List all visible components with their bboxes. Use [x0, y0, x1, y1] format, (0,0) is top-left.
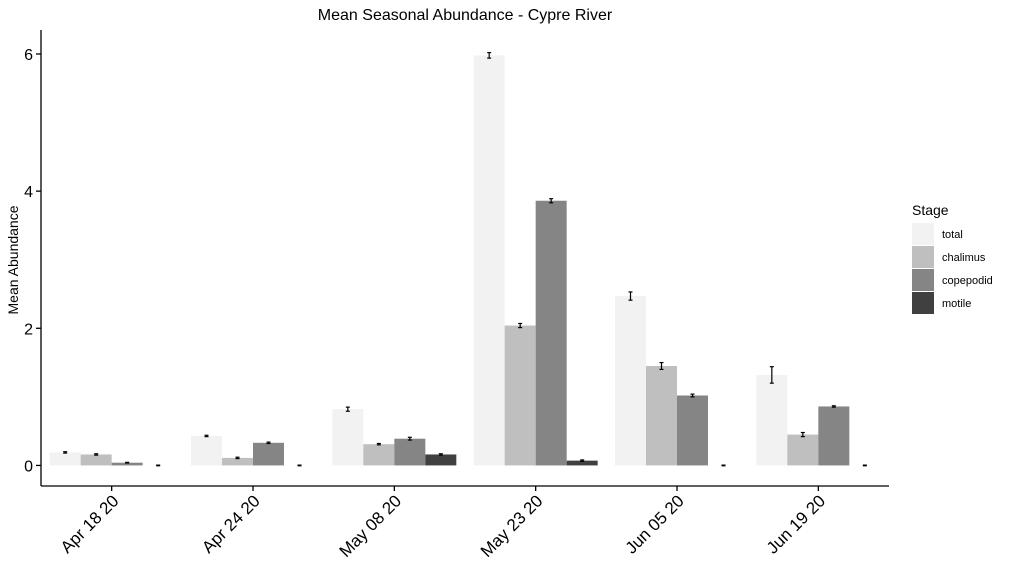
bar-total [615, 296, 646, 466]
error-bar [156, 464, 161, 467]
chart-title: Mean Seasonal Abundance - Cypre River [318, 7, 613, 24]
error-bar [800, 431, 805, 438]
error-bar [690, 393, 695, 398]
bar-total [49, 452, 81, 466]
y-ticks: 0 2 4 6 [24, 47, 41, 475]
error-bar [862, 464, 867, 467]
y-tick-label: 2 [24, 321, 33, 338]
legend-swatch-motile [912, 292, 934, 314]
y-axis-label: Mean Abundance [5, 205, 21, 314]
bar-copepodid [677, 395, 708, 466]
error-bar [487, 52, 492, 59]
bar-copepodid [818, 406, 850, 466]
bar-chalimus [504, 325, 536, 466]
bar-total [473, 55, 505, 466]
legend-swatch-copepodid [912, 269, 934, 291]
x-tick-label: May 23 20 [477, 491, 547, 561]
y-tick-label: 6 [24, 47, 33, 64]
error-bar [721, 464, 726, 467]
error-bar [235, 456, 240, 460]
error-bars-group [63, 52, 867, 467]
legend-label-motile: motile [942, 298, 971, 310]
bar-chalimus [787, 434, 819, 466]
bar-copepodid [253, 442, 284, 466]
error-bar [518, 322, 523, 329]
bar-chalimus [80, 454, 112, 466]
bar-total [756, 374, 788, 466]
bar-chalimus [646, 366, 677, 466]
error-bar [580, 459, 585, 462]
x-ticks: Apr 18 20 Apr 24 20 May 08 20 May 23 20 Jun … [57, 486, 829, 561]
error-bar [376, 442, 381, 446]
legend-swatch-chalimus [912, 246, 934, 268]
error-bar [831, 405, 836, 408]
error-bar [125, 461, 130, 464]
bar-chalimus [222, 457, 253, 466]
bar-chalimus [363, 444, 395, 466]
bar-copepodid [535, 200, 567, 466]
bar-total [332, 409, 364, 466]
legend-swatch-total [912, 223, 934, 245]
legend-title: Stage [912, 202, 949, 218]
error-bar [659, 361, 664, 371]
bar-motile [566, 460, 598, 466]
x-tick-label: Jun 19 20 [763, 491, 829, 557]
bars-group [49, 55, 850, 466]
error-bar [345, 406, 350, 412]
error-bar [297, 464, 302, 467]
x-tick-label: Apr 24 20 [198, 491, 264, 557]
y-tick-label: 0 [24, 458, 33, 475]
bar-motile [425, 454, 457, 466]
x-tick-label: Jun 05 20 [622, 491, 688, 557]
bar-copepodid [111, 462, 143, 466]
error-bar [769, 366, 774, 384]
bar-total [191, 435, 222, 466]
legend-label-total: total [942, 229, 963, 241]
bar-copepodid [394, 438, 426, 466]
error-bar [266, 441, 271, 445]
legend-label-chalimus: chalimus [942, 252, 986, 264]
legend-label-copepodid: copepodid [942, 275, 993, 287]
error-bar [438, 453, 443, 456]
x-tick-label: Apr 18 20 [57, 491, 123, 557]
y-tick-label: 4 [24, 184, 33, 201]
legend: Stage total chalimus copepodid motile [912, 202, 993, 314]
error-bar [63, 451, 68, 454]
error-bar [549, 198, 554, 204]
error-bar [628, 291, 633, 301]
error-bar [407, 436, 412, 441]
error-bar [94, 453, 99, 456]
x-tick-label: May 08 20 [336, 491, 406, 561]
error-bar [204, 434, 209, 438]
